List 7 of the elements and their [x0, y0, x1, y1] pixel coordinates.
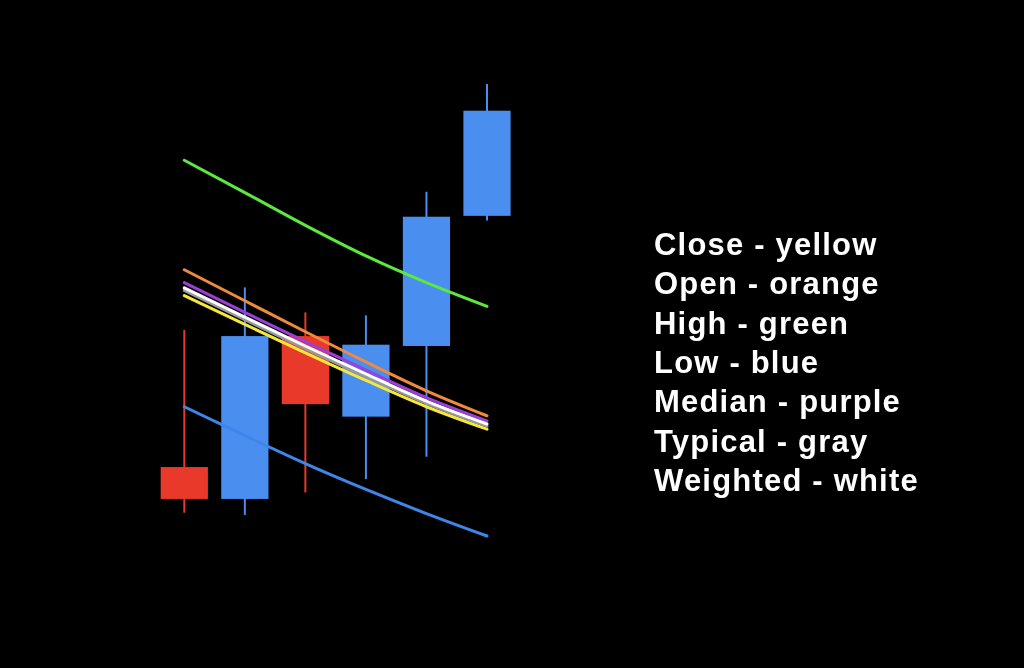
- text: Weighted - white: [654, 462, 919, 498]
- text: Median - purple: [654, 384, 902, 420]
- text: Close - yellow: [654, 227, 878, 262]
- text: Open - orange: [654, 266, 880, 302]
- text: Typical - gray: [654, 423, 869, 459]
- text: High - green: [654, 305, 850, 341]
- text: Low - blue: [654, 344, 820, 380]
